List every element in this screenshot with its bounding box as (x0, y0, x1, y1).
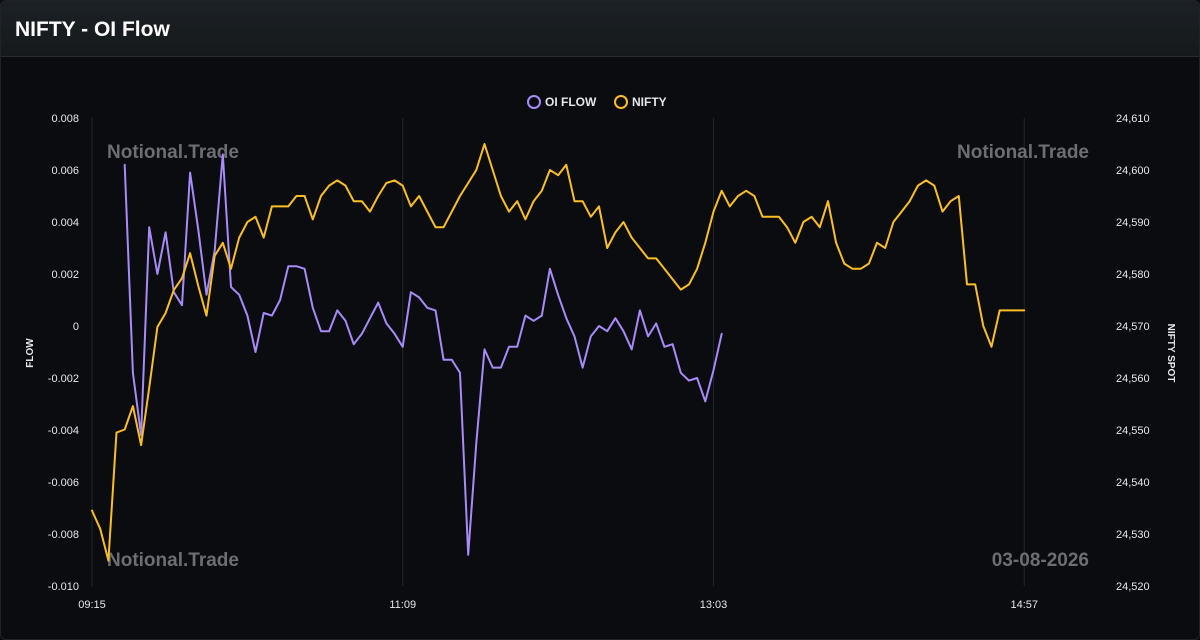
legend-nifty-marker (614, 95, 628, 109)
right-axis-ticks: 24,610 24,600 24,590 24,580 24,570 24,560 24,5… (1116, 113, 1150, 593)
right-tick-label: 24,600 (1116, 165, 1150, 177)
left-tick-label: 0.008 (51, 113, 79, 125)
left-tick-label: 0.006 (51, 165, 79, 177)
panel-title: NIFTY - OI Flow (15, 18, 170, 41)
series-line-oi-flow (123, 153, 723, 556)
left-tick-label: 0.002 (51, 269, 79, 281)
right-tick-label: 24,530 (1116, 529, 1150, 541)
right-tick-label: 24,590 (1116, 217, 1150, 229)
right-tick-label: 24,520 (1116, 581, 1150, 593)
left-tick-label: -0.002 (48, 373, 79, 385)
watermark-top-right: Notional.Trade (957, 142, 1089, 163)
watermark-top-left: Notional.Trade (107, 142, 239, 163)
right-tick-label: 24,570 (1116, 321, 1150, 333)
legend[interactable]: OI FLOW NIFTY (527, 95, 667, 109)
x-tick-label: 13:03 (700, 599, 728, 611)
left-tick-label: -0.006 (48, 477, 79, 489)
left-axis-label: FLOW (25, 338, 36, 368)
watermark-date: 03-08-2026 (992, 550, 1089, 571)
legend-oi-flow-label: OI FLOW (545, 95, 597, 109)
left-tick-label: -0.008 (48, 529, 79, 541)
x-axis-ticks: 09:15 11:09 13:03 14:57 (78, 599, 1038, 611)
left-tick-label: -0.004 (48, 425, 79, 437)
right-tick-label: 24,610 (1116, 113, 1150, 125)
legend-oi-flow-marker (527, 95, 541, 109)
right-tick-label: 24,540 (1116, 477, 1150, 489)
left-tick-label: -0.010 (48, 581, 79, 593)
legend-item-oi-flow[interactable]: OI FLOW (527, 95, 597, 109)
left-axis-ticks: 0.008 0.006 0.004 0.002 0 -0.002 -0.004 -0.006 -… (48, 113, 79, 593)
grid-lines (91, 118, 1025, 586)
right-tick-label: 24,560 (1116, 373, 1150, 385)
legend-nifty-label: NIFTY (632, 95, 667, 109)
panel-header: NIFTY - OI Flow (1, 1, 1199, 57)
x-tick-label: 14:57 (1010, 599, 1038, 611)
right-axis-label: NIFTY SPOT (1165, 324, 1176, 383)
x-tick-label: 09:15 (78, 599, 106, 611)
right-tick-label: 24,550 (1116, 425, 1150, 437)
left-tick-label: 0.004 (51, 217, 79, 229)
watermark-bottom-left: Notional.Trade (107, 550, 239, 571)
series-lines (91, 143, 1026, 562)
x-tick-label: 11:09 (389, 599, 416, 611)
series-line-nifty (91, 143, 1026, 562)
legend-item-nifty[interactable]: NIFTY (614, 95, 667, 109)
left-tick-label: 0 (73, 321, 79, 333)
right-tick-label: 24,580 (1116, 269, 1150, 281)
